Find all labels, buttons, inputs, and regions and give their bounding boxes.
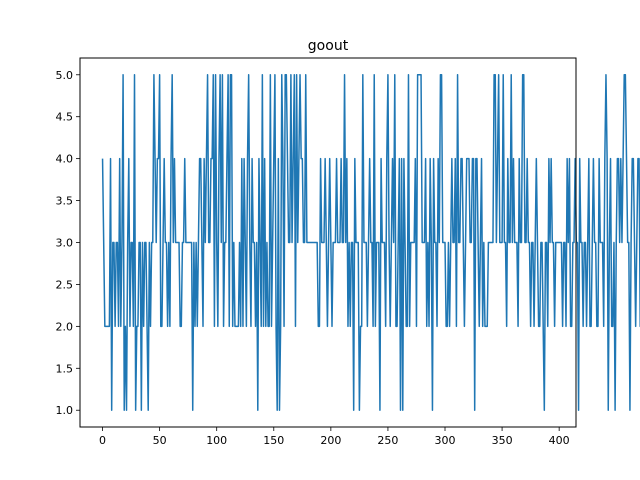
x-tick-label: 0 [99,434,106,447]
chart-title: goout [308,38,349,54]
plot-frame [79,57,577,428]
y-tick-label: 1.0 [56,404,74,417]
x-tick-label: 200 [320,434,341,447]
x-tick-label: 350 [492,434,513,447]
x-tick-label: 50 [153,434,167,447]
y-tick-label: 4.5 [56,111,74,124]
y-tick-label: 4.0 [56,153,74,166]
y-tick-label: 2.5 [56,278,74,291]
x-tick-label: 300 [435,434,456,447]
y-axis: 1.0 1.5 2.0 2.5 3.0 3.5 4.0 4.5 5.0 [56,69,80,417]
x-tick-label: 100 [206,434,227,447]
y-tick-label: 2.0 [56,320,74,333]
x-tick-label: 150 [263,434,284,447]
x-tick-label: 250 [377,434,398,447]
plot-area [101,74,640,411]
y-tick-label: 3.0 [56,237,74,250]
x-axis: 0 50 100 150 200 250 300 350 400 [99,427,570,447]
y-tick-label: 1.5 [56,362,74,375]
x-tick-label: 400 [549,434,570,447]
y-tick-label: 5.0 [56,69,74,82]
y-tick-label: 3.5 [56,195,74,208]
series-line-0 [101,74,640,411]
